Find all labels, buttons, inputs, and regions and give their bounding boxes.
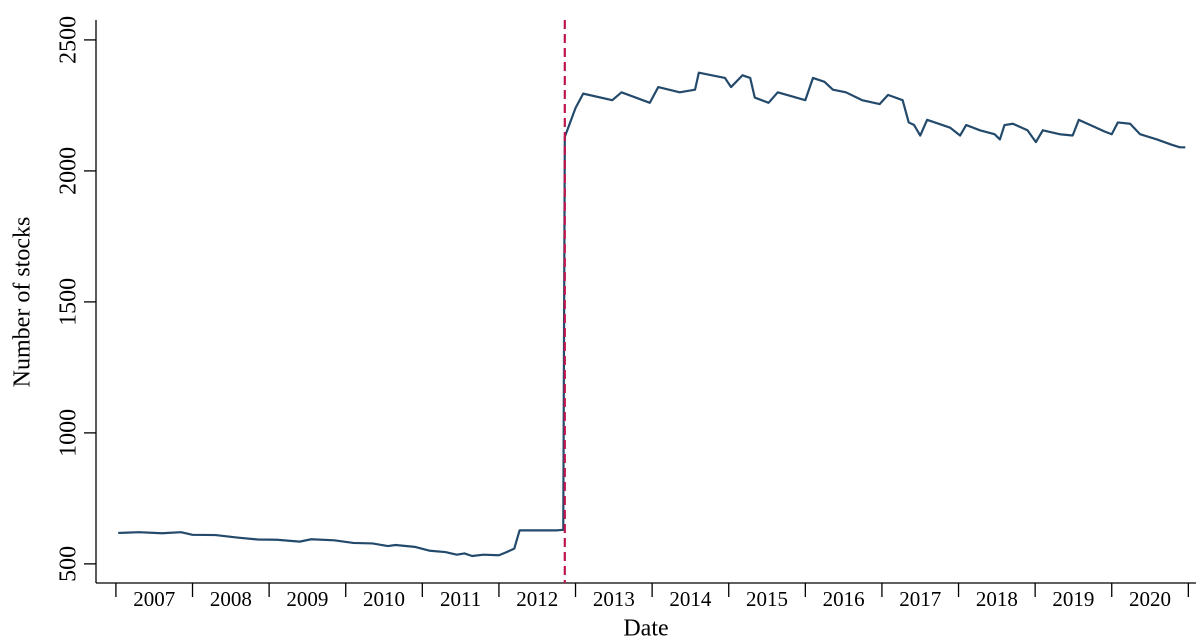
y-tick-label: 2500: [56, 16, 82, 64]
y-tick-label: 1000: [56, 409, 82, 457]
x-tick-label: 2018: [976, 587, 1018, 611]
x-tick-label: 2016: [823, 587, 865, 611]
x-tick-label: 2013: [593, 587, 635, 611]
x-tick-label: 2011: [440, 587, 481, 611]
y-tick-label: 2000: [56, 147, 82, 195]
x-tick-label: 2020: [1129, 587, 1171, 611]
x-tick-label: 2014: [669, 587, 712, 611]
y-tick-label: 1500: [56, 278, 82, 326]
x-tick-label: 2012: [516, 587, 558, 611]
x-tick-label: 2009: [286, 587, 328, 611]
x-tick-label: 2017: [899, 587, 941, 611]
data-line: [118, 71, 1186, 558]
x-tick-label: 2008: [210, 587, 252, 611]
x-tick-label: 2015: [746, 587, 788, 611]
y-axis-title: Number of stocks: [10, 217, 36, 388]
x-tick-label: 2007: [133, 587, 175, 611]
y-tick-label: 500: [56, 546, 82, 582]
x-axis-title: Date: [623, 616, 668, 642]
x-tick-label: 2010: [363, 587, 405, 611]
x-tick-label: 2019: [1052, 587, 1094, 611]
